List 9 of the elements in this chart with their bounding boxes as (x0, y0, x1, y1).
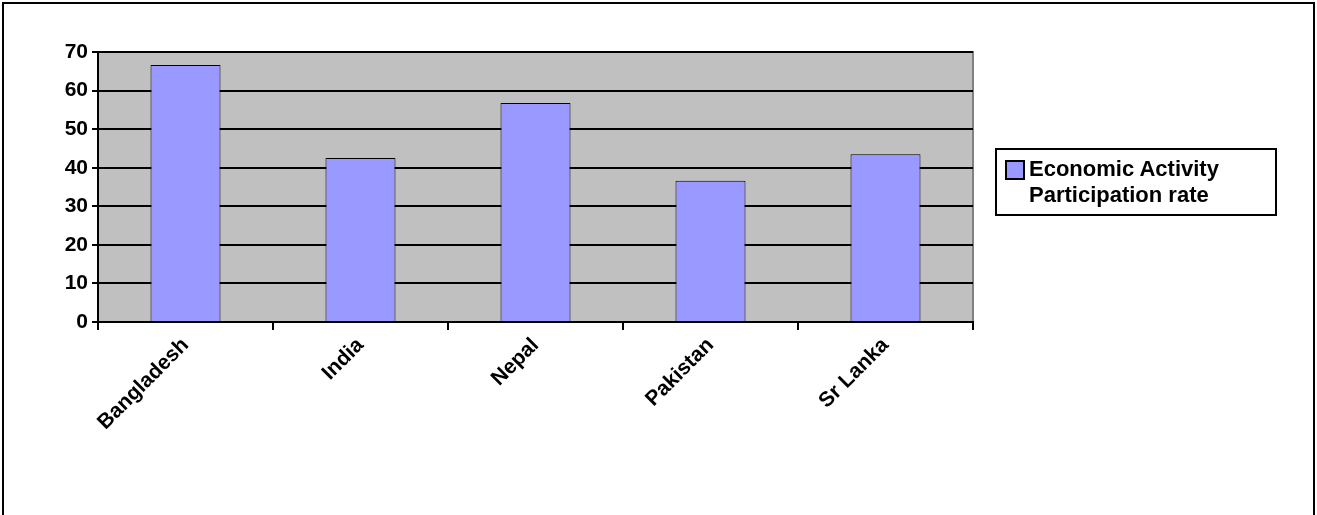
y-tick-label: 0 (76, 308, 88, 332)
y-tick-label: 40 (64, 154, 88, 178)
y-tick-label: 70 (64, 38, 88, 62)
y-tick-label: 10 (64, 270, 88, 294)
y-tick-label: 60 (64, 77, 88, 101)
y-tick-label: 20 (64, 231, 88, 255)
y-tick-label: 50 (64, 115, 88, 139)
legend-label: Economic Activity Participation rate (1029, 156, 1220, 208)
y-tick-label: 30 (64, 193, 88, 217)
